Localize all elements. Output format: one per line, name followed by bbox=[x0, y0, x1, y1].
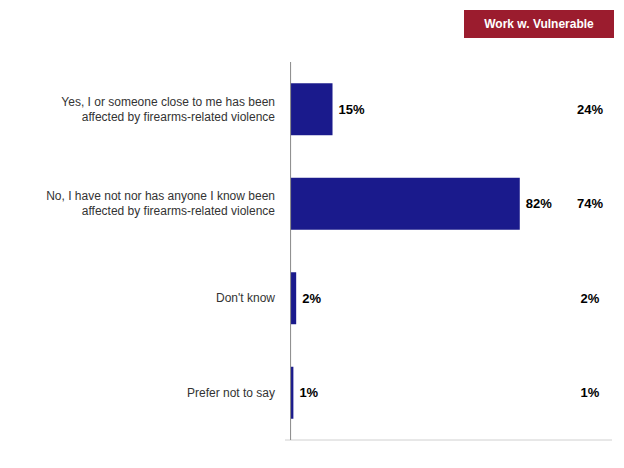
page: {"chart_data": {"type": "bar", "orientat… bbox=[0, 0, 624, 468]
data-label: 82% bbox=[526, 196, 552, 211]
secondary-label: 2% bbox=[581, 291, 600, 306]
tick-label: No, I have not nor has anyone I know bee… bbox=[46, 189, 275, 218]
legend-label: Work w. Vulnerable bbox=[484, 17, 594, 31]
tick-label-line: affected by firearms-related violence bbox=[82, 204, 276, 218]
secondary-label: 1% bbox=[581, 385, 600, 400]
bars bbox=[291, 83, 520, 418]
tick-label: Prefer not to say bbox=[187, 386, 275, 400]
data-labels: 15% 82% 2% 1% 24% 74% 2% 1% bbox=[299, 102, 603, 401]
tick-label-line: Yes, I or someone close to me has been bbox=[61, 95, 275, 109]
x-axis-line bbox=[285, 440, 612, 441]
chart: 15% 82% 2% 1% 24% 74% 2% 1% Yes, I or someone cl… bbox=[0, 0, 624, 468]
y-axis: Yes, I or someone close to me has beenaf… bbox=[46, 95, 275, 400]
secondary-label: 24% bbox=[577, 102, 603, 117]
tick-label-line: No, I have not nor has anyone I know bee… bbox=[46, 189, 275, 203]
bar bbox=[291, 272, 297, 324]
x-axis bbox=[285, 440, 612, 441]
tick-label-line: Prefer not to say bbox=[187, 386, 275, 400]
tick-label-line: Don't know bbox=[216, 291, 275, 305]
data-label: 15% bbox=[339, 102, 365, 117]
tick-label: Yes, I or someone close to me has beenaf… bbox=[61, 95, 275, 124]
data-label: 2% bbox=[302, 291, 321, 306]
secondary-label: 74% bbox=[577, 196, 603, 211]
legend: Work w. Vulnerable bbox=[464, 10, 614, 38]
tick-label: Don't know bbox=[216, 291, 275, 305]
baseline bbox=[290, 62, 291, 440]
tick-label-line: affected by firearms-related violence bbox=[82, 110, 276, 124]
bar bbox=[291, 178, 520, 230]
data-label: 1% bbox=[299, 385, 318, 400]
bar bbox=[291, 83, 333, 135]
legend-box bbox=[464, 10, 614, 38]
